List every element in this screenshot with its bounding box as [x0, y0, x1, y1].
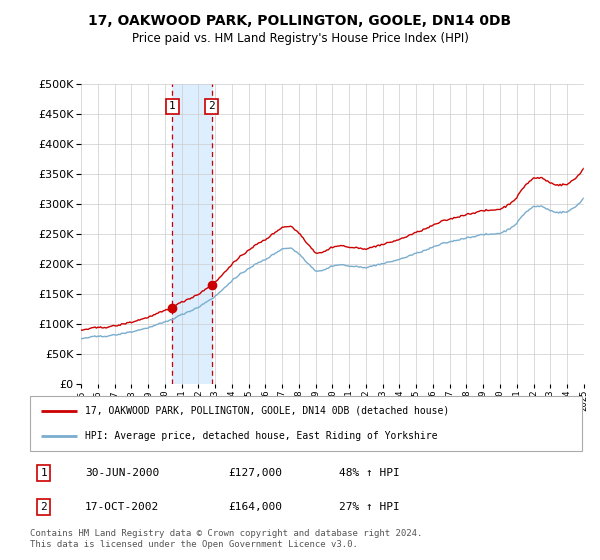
Text: £127,000: £127,000 — [229, 468, 283, 478]
Text: Contains HM Land Registry data © Crown copyright and database right 2024.
This d: Contains HM Land Registry data © Crown c… — [30, 529, 422, 549]
Bar — [172, 84, 212, 384]
Text: 48% ↑ HPI: 48% ↑ HPI — [339, 468, 400, 478]
Text: 2: 2 — [40, 502, 47, 512]
Text: 30-JUN-2000: 30-JUN-2000 — [85, 468, 160, 478]
Text: 1: 1 — [169, 101, 176, 111]
Text: 2: 2 — [208, 101, 215, 111]
Text: 27% ↑ HPI: 27% ↑ HPI — [339, 502, 400, 512]
Text: 17, OAKWOOD PARK, POLLINGTON, GOOLE, DN14 0DB (detached house): 17, OAKWOOD PARK, POLLINGTON, GOOLE, DN1… — [85, 406, 449, 416]
Bar — [584, 84, 589, 384]
Text: 17-OCT-2002: 17-OCT-2002 — [85, 502, 160, 512]
Text: 17, OAKWOOD PARK, POLLINGTON, GOOLE, DN14 0DB: 17, OAKWOOD PARK, POLLINGTON, GOOLE, DN1… — [88, 14, 512, 28]
Text: £164,000: £164,000 — [229, 502, 283, 512]
Text: Price paid vs. HM Land Registry's House Price Index (HPI): Price paid vs. HM Land Registry's House … — [131, 32, 469, 45]
Text: 1: 1 — [40, 468, 47, 478]
Text: HPI: Average price, detached house, East Riding of Yorkshire: HPI: Average price, detached house, East… — [85, 431, 438, 441]
FancyBboxPatch shape — [30, 396, 582, 451]
